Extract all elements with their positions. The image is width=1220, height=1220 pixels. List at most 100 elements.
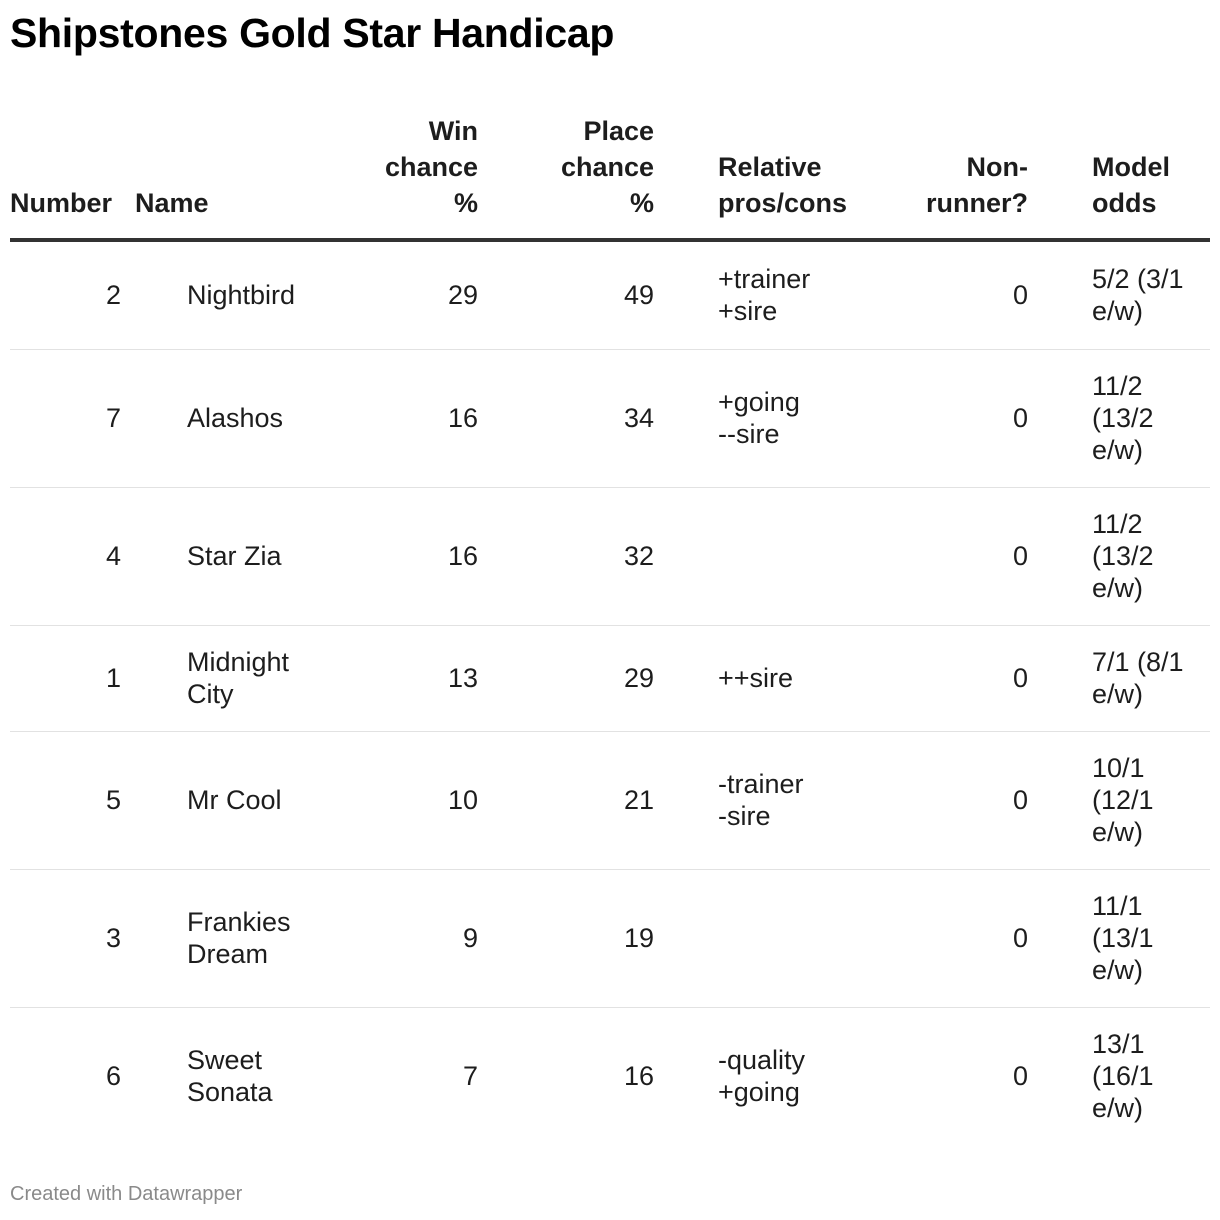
- cell-pros-cons-line: ++sire: [718, 663, 794, 693]
- cell-place-chance: 21: [492, 731, 668, 870]
- cell-win-chance: 7: [462, 1061, 478, 1092]
- cell-place-chance: 34: [492, 349, 668, 488]
- cell-model-odds-line: e/w): [1092, 955, 1144, 985]
- cell-horse-name-line: Midnight: [187, 647, 290, 677]
- cell-model-odds-line: (13/2: [1092, 403, 1154, 433]
- cell-model-odds: 13/1 (16/1 e/w): [1042, 1007, 1210, 1145]
- cell-horse-name: Frankies Dream: [135, 869, 302, 1008]
- header-win-chance: Win chance%: [302, 113, 492, 242]
- header-win-chance-line: chance: [384, 152, 478, 182]
- cell-horse-name: Midnight City: [135, 625, 302, 732]
- cell-model-odds: 11/2 (13/2 e/w): [1042, 349, 1210, 488]
- cell-model-odds: 5/2 (3/1 e/w): [1042, 240, 1210, 350]
- header-pros-cons: Relative pros/cons: [668, 113, 866, 242]
- header-model-odds-line: odds: [1092, 188, 1157, 218]
- cell-model-odds-line: 11/2: [1092, 371, 1143, 401]
- cell-model-odds-line: 11/1: [1092, 891, 1143, 921]
- cell-horse-name-line: Dream: [187, 939, 269, 969]
- header-name-line: Name: [135, 188, 209, 218]
- cell-pros-cons-line: +going: [718, 1077, 800, 1108]
- cell-model-odds-line: (13/1: [1092, 923, 1154, 953]
- header-win-chance-line: %: [453, 188, 478, 218]
- header-model-odds-line: Model: [1092, 152, 1170, 182]
- cell-model-odds: 11/2 (13/2 e/w): [1042, 487, 1210, 626]
- cell-model-odds-line: e/w): [1092, 817, 1144, 847]
- table-row: 5 Mr Cool 10 21 -trainer -sire 0 10/1 (12/1 e/w): [10, 731, 1210, 870]
- cell-number: 1: [10, 625, 135, 732]
- cell-number: 4: [10, 487, 135, 626]
- cell-horse-name: Alashos: [135, 349, 302, 488]
- cell-model-odds: 7/1 (8/1 e/w): [1042, 625, 1210, 732]
- table-row: 3 Frankies Dream 9 19 0 11/1 (13/1 e/w): [10, 869, 1210, 1008]
- cell-pros-cons-line: +trainer: [718, 264, 811, 295]
- cell-model-odds-line: 10/1: [1092, 753, 1145, 783]
- cell-pros-cons-line: +going: [718, 387, 800, 417]
- header-place-chance: Place chance%: [492, 113, 668, 242]
- cell-model-odds-line: e/w): [1092, 435, 1144, 465]
- cell-model-odds-line: 13/1: [1092, 1029, 1145, 1060]
- cell-non-runner: 0: [866, 731, 1042, 870]
- header-place-chance-line: %: [629, 188, 654, 218]
- cell-place-chance: 16: [623, 1061, 654, 1092]
- cell-model-odds-line: e/w): [1092, 573, 1144, 603]
- cell-model-odds-line: e/w): [1092, 296, 1144, 327]
- table-row: 1 Midnight City 13 29 ++sire 0 7/1 (8/1 e/w): [10, 625, 1210, 732]
- cell-pros-cons-line: -trainer: [718, 769, 804, 799]
- header-row: Number Name Win chance% Place chance% Rela…: [10, 113, 1210, 242]
- cell-horse-name-line: Star Zia: [187, 541, 282, 571]
- cell-horse-name-line: Frankies: [187, 907, 291, 937]
- header-number-line: Number: [10, 188, 113, 218]
- cell-non-runner: 0: [1012, 1061, 1028, 1092]
- header-non-runner-line: runner?: [925, 188, 1028, 218]
- cell-win-chance: 29: [302, 240, 492, 350]
- cell-place-chance: 32: [492, 487, 668, 626]
- cell-win-chance: 13: [302, 625, 492, 732]
- cell-horse-name-line: City: [187, 679, 234, 709]
- cell-model-odds-line: 11/2: [1092, 509, 1143, 539]
- cell-non-runner: 0: [866, 487, 1042, 626]
- cell-horse-name-line: Sonata: [187, 1077, 273, 1108]
- cell-model-odds-line: 5/2 (3/1: [1092, 264, 1184, 295]
- header-non-runner-line: Non-: [966, 152, 1028, 182]
- table-row: 6 Sweet Sonata 7 16 -quality +going 0 13/1 (16/1 e…: [10, 1007, 1210, 1145]
- cell-model-odds-line: (16/1: [1092, 1061, 1154, 1092]
- table-row: 4 Star Zia 16 32 0 11/2 (13/2 e/w): [10, 487, 1210, 626]
- cell-non-runner: 0: [866, 349, 1042, 488]
- cell-model-odds: 10/1 (12/1 e/w): [1042, 731, 1210, 870]
- cell-win-chance: 16: [302, 349, 492, 488]
- table-row: 7 Alashos 16 34 +going --sire 0 11/2 (13/2 e/w): [10, 349, 1210, 488]
- cell-win-chance: 10: [302, 731, 492, 870]
- cell-horse-name-line: Nightbird: [187, 280, 296, 311]
- cell-horse-name: Star Zia: [135, 487, 302, 626]
- cell-pros-cons-line: --sire: [718, 419, 780, 449]
- cell-horse-name-line: Mr Cool: [187, 785, 282, 815]
- cell-pros-cons: -trainer -sire: [668, 731, 866, 870]
- footer-credit: Created with Datawrapper: [10, 1183, 243, 1205]
- results-table: Number Name Win chance% Place chance% Rela…: [10, 113, 1210, 1145]
- cell-model-odds-line: (12/1: [1092, 785, 1154, 815]
- header-name: Name: [135, 113, 302, 242]
- cell-pros-cons: [668, 869, 866, 1008]
- cell-pros-cons-line: -sire: [718, 801, 771, 831]
- header-model-odds: Model odds: [1042, 113, 1210, 242]
- cell-pros-cons: +going --sire: [668, 349, 866, 488]
- cell-pros-cons: -quality +going: [668, 1007, 866, 1145]
- header-pros-cons-line: Relative: [718, 152, 822, 182]
- cell-model-odds-line: 7/1 (8/1: [1092, 647, 1184, 677]
- header-win-chance-line: Win: [428, 116, 478, 146]
- header-non-runner: Non-runner?: [866, 113, 1042, 242]
- cell-place-chance: 29: [492, 625, 668, 732]
- cell-horse-name: Mr Cool: [135, 731, 302, 870]
- cell-number: 6: [105, 1061, 121, 1092]
- header-place-chance-line: chance: [560, 152, 654, 182]
- header-pros-cons-line: pros/cons: [718, 188, 848, 218]
- cell-pros-cons-line: -quality: [718, 1045, 806, 1076]
- cell-model-odds-line: (13/2: [1092, 541, 1154, 571]
- cell-non-runner: 0: [866, 869, 1042, 1008]
- cell-place-chance: 19: [492, 869, 668, 1008]
- cell-horse-name-line: Sweet: [187, 1045, 263, 1076]
- chart-title: Shipstones Gold Star Handicap: [10, 10, 615, 56]
- table-row: 2 Nightbird 29 49 +trainer +sire 0 5/2 (3/1 e/w): [10, 240, 1210, 350]
- table-body: 2 Nightbird 29 49 +trainer +sire 0 5/2 (3/1 e/w)…: [10, 240, 1210, 1145]
- cell-model-odds: 11/1 (13/1 e/w): [1042, 869, 1210, 1008]
